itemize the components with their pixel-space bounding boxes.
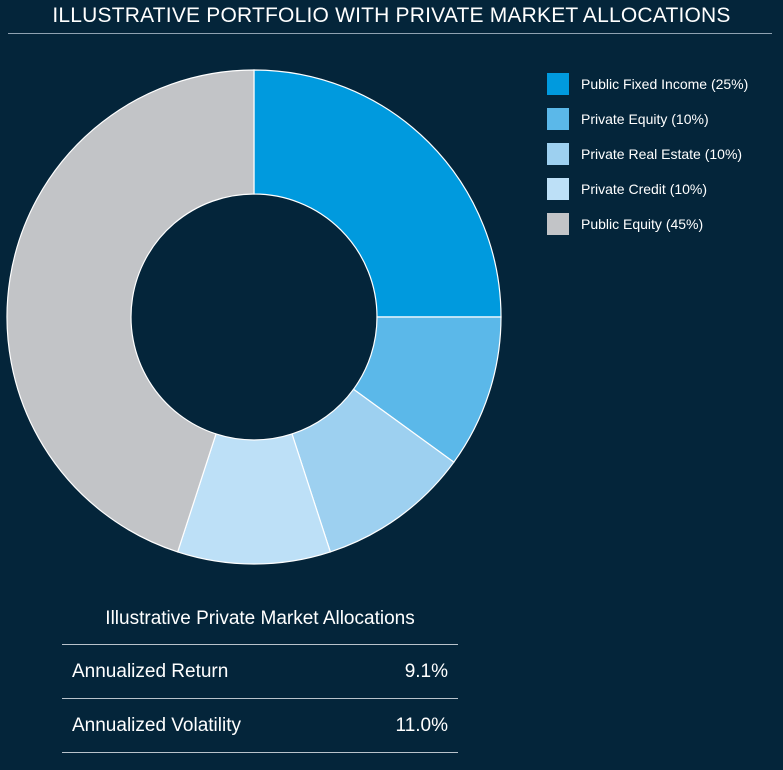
stats-label: Annualized Return bbox=[72, 660, 229, 682]
stats-table: Illustrative Private Market Allocations … bbox=[62, 598, 458, 753]
legend-label: Public Equity (45%) bbox=[581, 215, 704, 232]
donut-chart bbox=[6, 69, 502, 565]
legend-label: Public Fixed Income (25%) bbox=[581, 75, 749, 92]
stats-row-volatility: Annualized Volatility 11.0% bbox=[62, 699, 458, 753]
legend-label: Private Credit (10%) bbox=[581, 180, 708, 197]
chart-title: ILLUSTRATIVE PORTFOLIO WITH PRIVATE MARK… bbox=[52, 4, 731, 27]
donut-slice-4 bbox=[6, 69, 255, 553]
legend-swatch bbox=[547, 177, 569, 200]
stats-table-title: Illustrative Private Market Allocations bbox=[62, 598, 458, 645]
legend-label: Private Equity (10%) bbox=[581, 110, 709, 127]
legend-swatch bbox=[547, 212, 569, 235]
legend-entry: Public Fixed Income (25%) bbox=[547, 71, 748, 106]
chart-legend: Public Fixed Income (25%) Private Equity… bbox=[547, 71, 748, 246]
donut-slice-0 bbox=[253, 69, 502, 318]
stats-label: Annualized Volatility bbox=[72, 714, 241, 736]
legend-swatch bbox=[547, 72, 569, 95]
legend-entry: Private Real Estate (10%) bbox=[547, 141, 748, 176]
legend-entry: Private Credit (10%) bbox=[547, 176, 748, 211]
stats-row-return: Annualized Return 9.1% bbox=[62, 645, 458, 699]
legend-swatch bbox=[547, 107, 569, 130]
legend-entry: Private Equity (10%) bbox=[547, 106, 748, 141]
legend-entry: Public Equity (45%) bbox=[547, 211, 748, 246]
legend-swatch bbox=[547, 142, 569, 165]
stats-value: 9.1% bbox=[404, 660, 448, 682]
stats-value: 11.0% bbox=[395, 714, 448, 736]
title-divider bbox=[8, 33, 772, 34]
legend-label: Private Real Estate (10%) bbox=[581, 145, 743, 162]
